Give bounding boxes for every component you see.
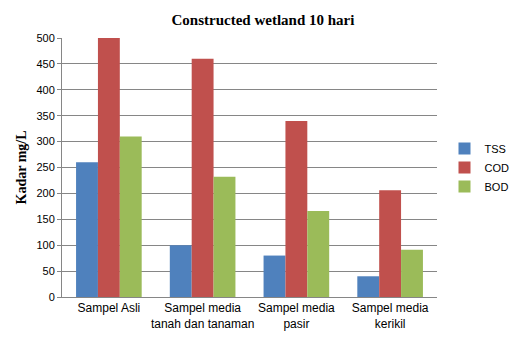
svg-text:200: 200 xyxy=(36,187,54,199)
svg-text:BOD: BOD xyxy=(485,181,509,193)
svg-text:0: 0 xyxy=(49,291,55,303)
svg-text:Constructed wetland 10 hari: Constructed wetland 10 hari xyxy=(172,12,355,28)
svg-text:500: 500 xyxy=(36,32,54,44)
svg-text:150: 150 xyxy=(36,213,54,225)
svg-text:250: 250 xyxy=(36,161,54,173)
svg-text:50: 50 xyxy=(43,265,55,277)
svg-text:Sampel Asli: Sampel Asli xyxy=(78,301,141,315)
svg-text:300: 300 xyxy=(36,135,54,147)
svg-text:100: 100 xyxy=(36,239,54,251)
svg-text:450: 450 xyxy=(36,58,54,70)
svg-text:Sampel mediatanah dan tanaman: Sampel mediatanah dan tanaman xyxy=(151,301,254,331)
svg-text:400: 400 xyxy=(36,84,54,96)
svg-text:350: 350 xyxy=(36,110,54,122)
svg-text:Sampel mediapasir: Sampel mediapasir xyxy=(258,301,335,331)
svg-text:Kadar mg/L: Kadar mg/L xyxy=(14,130,29,204)
svg-text:Sampel mediakerikil: Sampel mediakerikil xyxy=(352,301,429,331)
svg-text:COD: COD xyxy=(485,162,510,174)
svg-text:TSS: TSS xyxy=(485,143,506,155)
